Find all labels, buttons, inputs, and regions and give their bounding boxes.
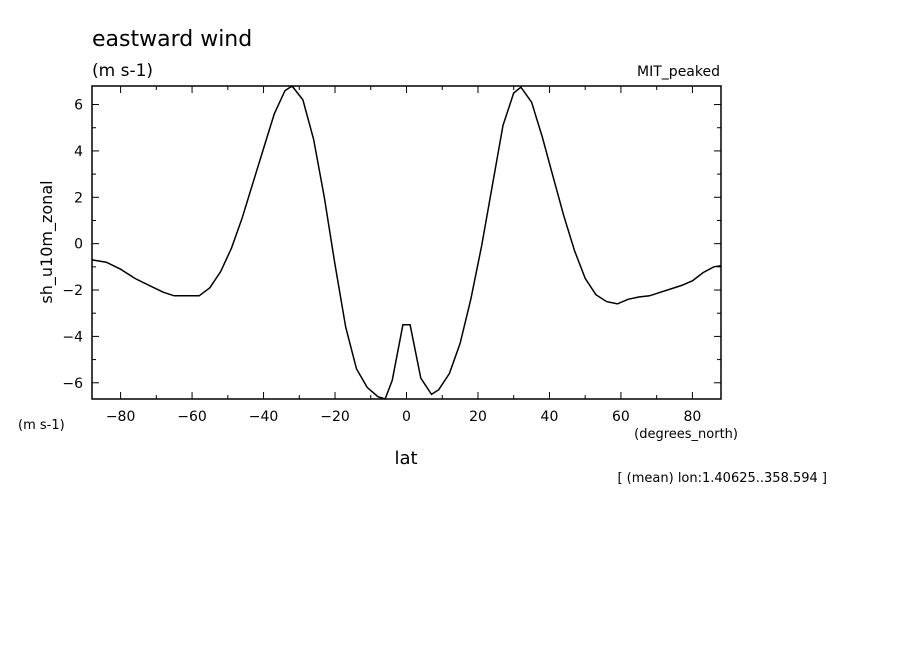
y-axis-ticks: −6 −4 −2 0 2 4 6 [62,98,721,392]
x-tick-label: 40 [541,409,559,425]
plot-frame [91,85,722,400]
x-tick-label: 0 [402,409,411,425]
x-tick-label: 60 [612,409,630,425]
y-tick-label: −2 [62,283,83,299]
y-tick-label: 4 [74,144,83,160]
chart-units: (m s-1) [92,61,153,81]
x-tick-label: −20 [320,409,350,425]
y-tick-label: −4 [62,329,83,345]
y-axis-label: sh_u10m_zonal [37,180,57,303]
series-line [91,84,722,400]
y-tick-label: −6 [62,376,83,392]
x-axis-label: lat [394,448,417,469]
dataset-label: MIT_peaked [637,64,720,80]
x-axis-units: (degrees_north) [634,427,738,442]
x-tick-label: −40 [249,409,279,425]
y-tick-label: 6 [74,98,83,114]
x-tick-label: 80 [683,409,701,425]
x-tick-label: 20 [469,409,487,425]
chart-title: eastward wind [92,27,252,52]
x-axis-ticks: −80 −60 −40 −20 0 20 40 60 80 [106,86,701,425]
x-tick-label: −80 [106,409,136,425]
y-axis-units: (m s-1) [18,418,65,433]
y-tick-label: 2 [74,190,83,206]
y-tick-label: 0 [74,237,83,253]
footnote: [ (mean) lon:1.40625..358.594 ] [617,471,827,486]
x-tick-label: −60 [177,409,207,425]
